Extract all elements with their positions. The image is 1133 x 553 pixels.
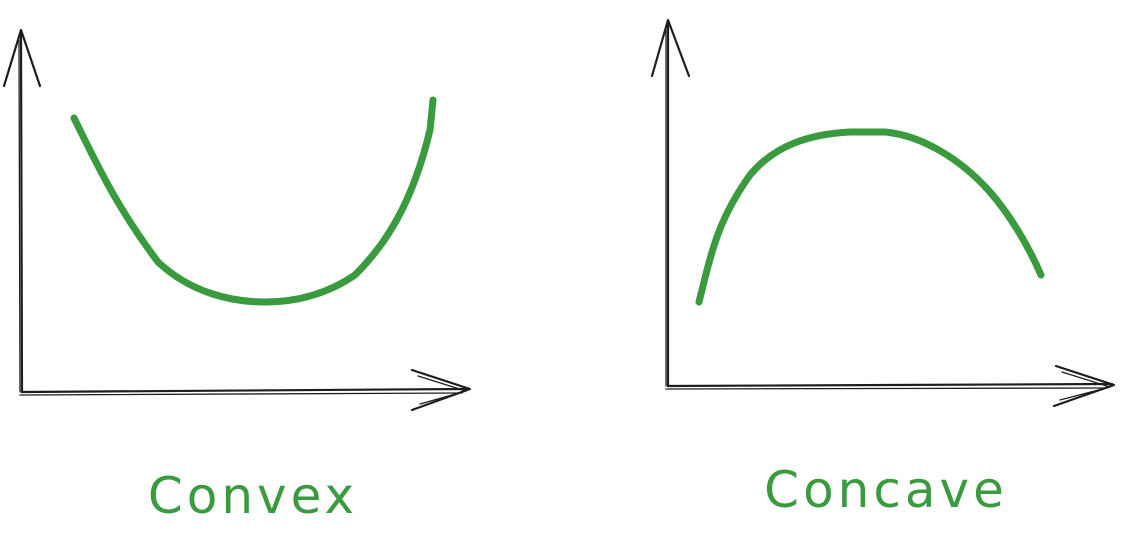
concave-curve bbox=[695, 128, 1045, 306]
convex-x-axis bbox=[19, 368, 472, 412]
convex-label: Convex bbox=[148, 467, 358, 525]
concave-x-axis bbox=[665, 364, 1116, 408]
concave-diagram: Concave bbox=[650, 18, 1116, 519]
convex-curve bbox=[70, 96, 437, 306]
convex-y-axis bbox=[2, 28, 42, 394]
concave-label: Concave bbox=[764, 461, 1008, 519]
convex-diagram: Convex bbox=[2, 28, 472, 525]
concave-y-axis bbox=[650, 18, 691, 388]
